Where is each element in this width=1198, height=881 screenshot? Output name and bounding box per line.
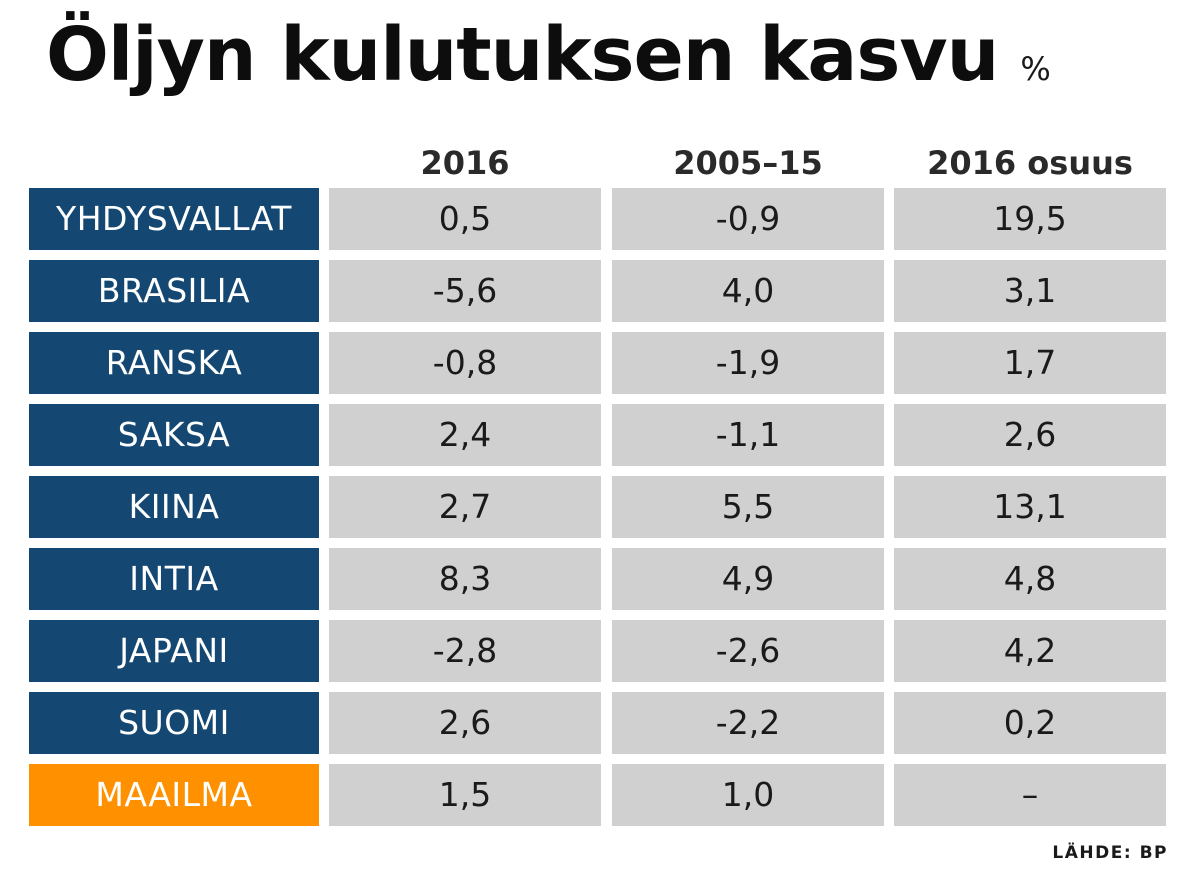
value-2016: 8,3 <box>329 548 601 610</box>
row-label: MAAILMA <box>29 764 319 826</box>
value-2005-15: -0,9 <box>612 188 884 250</box>
chart-title: Öljyn kulutuksen kasvu <box>46 12 999 98</box>
title-row: Öljyn kulutuksen kasvu % <box>46 12 1051 112</box>
row-label: KIINA <box>29 476 319 538</box>
column-header-2016-share: 2016 osuus <box>927 144 1133 182</box>
value-2016: -5,6 <box>329 260 601 322</box>
table-row: INTIA 8,3 4,9 4,8 <box>0 548 1198 610</box>
value-2016-share: 2,6 <box>894 404 1166 466</box>
value-2016-share: – <box>894 764 1166 826</box>
table-row: RANSKA -0,8 -1,9 1,7 <box>0 332 1198 394</box>
row-label: SAKSA <box>29 404 319 466</box>
value-2016: -0,8 <box>329 332 601 394</box>
value-2016: -2,8 <box>329 620 601 682</box>
value-2005-15: -1,9 <box>612 332 884 394</box>
value-2016-share: 4,2 <box>894 620 1166 682</box>
table-row: YHDYSVALLAT 0,5 -0,9 19,5 <box>0 188 1198 250</box>
value-2016-share: 13,1 <box>894 476 1166 538</box>
row-label: BRASILIA <box>29 260 319 322</box>
value-2016-share: 19,5 <box>894 188 1166 250</box>
value-2016: 2,4 <box>329 404 601 466</box>
column-header-2005-15: 2005–15 <box>673 144 823 182</box>
value-2005-15: -1,1 <box>612 404 884 466</box>
table-row: KIINA 2,7 5,5 13,1 <box>0 476 1198 538</box>
value-2016: 0,5 <box>329 188 601 250</box>
value-2005-15: 4,0 <box>612 260 884 322</box>
value-2016-share: 4,8 <box>894 548 1166 610</box>
table-row: SAKSA 2,4 -1,1 2,6 <box>0 404 1198 466</box>
row-label: SUOMI <box>29 692 319 754</box>
row-label: YHDYSVALLAT <box>29 188 319 250</box>
row-label: INTIA <box>29 548 319 610</box>
row-label: JAPANI <box>29 620 319 682</box>
unit-label: % <box>1020 50 1051 88</box>
table-row: BRASILIA -5,6 4,0 3,1 <box>0 260 1198 322</box>
table-row: SUOMI 2,6 -2,2 0,2 <box>0 692 1198 754</box>
value-2005-15: 4,9 <box>612 548 884 610</box>
value-2016-share: 3,1 <box>894 260 1166 322</box>
value-2005-15: -2,6 <box>612 620 884 682</box>
value-2016-share: 0,2 <box>894 692 1166 754</box>
value-2005-15: -2,2 <box>612 692 884 754</box>
table-row: JAPANI -2,8 -2,6 4,2 <box>0 620 1198 682</box>
row-label: RANSKA <box>29 332 319 394</box>
value-2016: 1,5 <box>329 764 601 826</box>
value-2016: 2,7 <box>329 476 601 538</box>
value-2016-share: 1,7 <box>894 332 1166 394</box>
column-header-2016: 2016 <box>420 144 510 182</box>
value-2005-15: 1,0 <box>612 764 884 826</box>
table-row: MAAILMA 1,5 1,0– <box>0 764 1198 826</box>
value-2016: 2,6 <box>329 692 601 754</box>
value-2005-15: 5,5 <box>612 476 884 538</box>
source-note: LÄHDE: BP <box>1052 843 1168 863</box>
